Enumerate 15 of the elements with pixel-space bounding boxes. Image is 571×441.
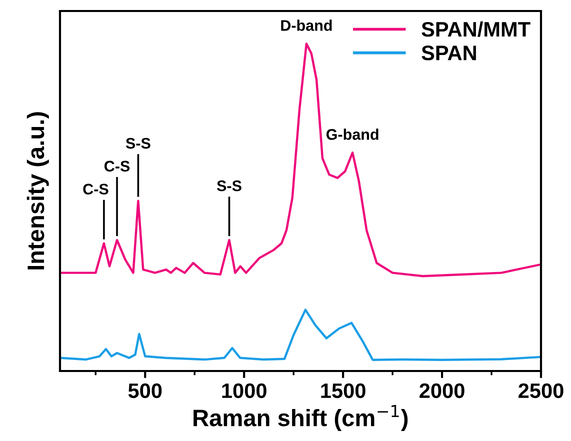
annotation: C-S: [104, 160, 130, 172]
annotation: S-S: [126, 138, 150, 149]
x-tick-label: 2000: [420, 383, 464, 398]
x-tick-label: 500: [128, 383, 162, 398]
y-axis-title: Intensity (a.u.): [26, 112, 49, 270]
x-tick-label: 1000: [222, 383, 266, 398]
annotation: G-band: [326, 128, 378, 140]
legend-label: SPAN: [422, 46, 476, 60]
x-axis-title: Raman shift (cm$^{−1}$): [194, 405, 408, 431]
x-tick-label: 2500: [518, 383, 564, 398]
x-tick-label: 1500: [321, 383, 366, 398]
annotation: S-S: [216, 180, 242, 192]
annotation: D-band: [281, 20, 332, 31]
annotation: C-S: [83, 184, 108, 195]
legend-label: SPAN/MMT: [422, 21, 530, 37]
